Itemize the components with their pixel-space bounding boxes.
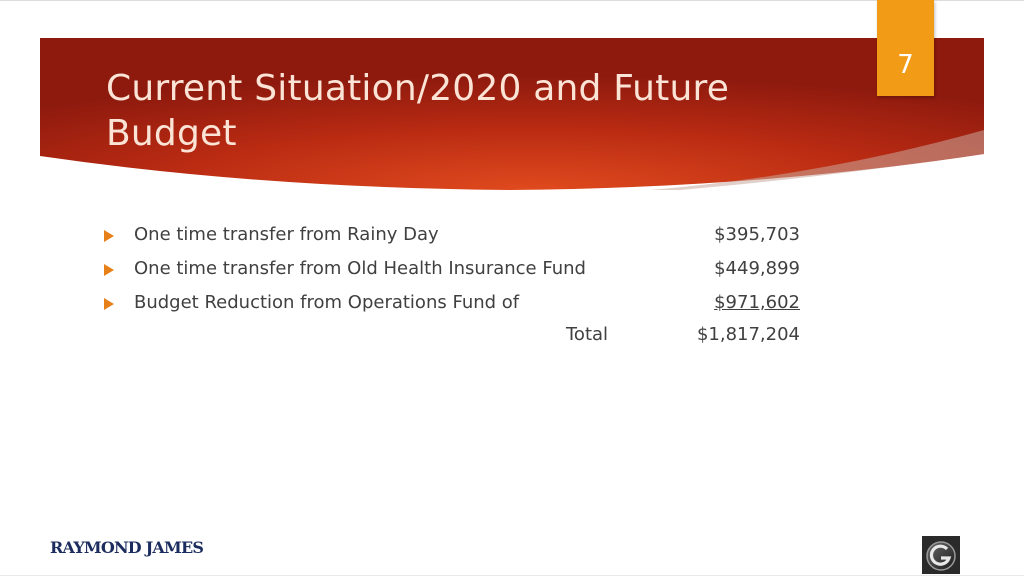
bullet-text: Budget Reduction from Operations Fund of bbox=[134, 292, 520, 313]
page-number-tab: 7 bbox=[877, 0, 934, 96]
top-border bbox=[0, 0, 1024, 1]
bullet-arrow-icon bbox=[104, 230, 114, 242]
bullet-amount: $395,703 bbox=[714, 224, 800, 245]
g-emblem-icon bbox=[922, 536, 960, 574]
slide-title: Current Situation/2020 and Future Budget bbox=[106, 68, 730, 154]
bullet-text: One time transfer from Rainy Day bbox=[134, 224, 439, 245]
bullet-text: One time transfer from Old Health Insura… bbox=[134, 258, 586, 279]
title-banner bbox=[40, 38, 984, 190]
total-label: Total bbox=[566, 324, 609, 345]
total-row: Total $1,817,204 bbox=[104, 322, 824, 352]
raymond-james-logo: RAYMOND JAMES bbox=[50, 538, 204, 557]
list-item: One time transfer from Old Health Insura… bbox=[104, 256, 824, 290]
total-amount: $1,817,204 bbox=[696, 324, 800, 345]
page-number: 7 bbox=[897, 50, 914, 80]
bullet-arrow-icon bbox=[104, 264, 114, 276]
list-item: Budget Reduction from Operations Fund of… bbox=[104, 290, 824, 324]
bullet-amount: $971,602 bbox=[714, 292, 800, 313]
list-item: One time transfer from Rainy Day $395,70… bbox=[104, 222, 824, 256]
bullet-amount: $449,899 bbox=[714, 258, 800, 279]
bullet-arrow-icon bbox=[104, 298, 114, 310]
bullet-list: One time transfer from Rainy Day $395,70… bbox=[104, 222, 824, 324]
